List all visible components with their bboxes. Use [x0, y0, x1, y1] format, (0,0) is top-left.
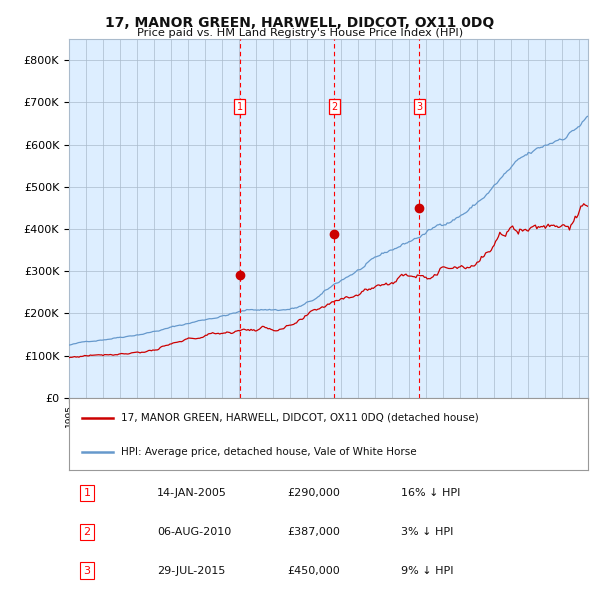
Text: £290,000: £290,000	[287, 488, 340, 498]
Text: 16% ↓ HPI: 16% ↓ HPI	[401, 488, 461, 498]
Text: 1: 1	[83, 488, 91, 498]
Text: 14-JAN-2005: 14-JAN-2005	[157, 488, 227, 498]
Text: 3: 3	[83, 566, 91, 576]
Text: 1: 1	[237, 101, 243, 112]
Text: Price paid vs. HM Land Registry's House Price Index (HPI): Price paid vs. HM Land Registry's House …	[137, 28, 463, 38]
Text: £387,000: £387,000	[287, 527, 340, 537]
Text: £450,000: £450,000	[287, 566, 340, 576]
Text: 29-JUL-2015: 29-JUL-2015	[157, 566, 226, 576]
Text: 2: 2	[331, 101, 337, 112]
Text: 06-AUG-2010: 06-AUG-2010	[157, 527, 232, 537]
Text: 3% ↓ HPI: 3% ↓ HPI	[401, 527, 454, 537]
Text: 17, MANOR GREEN, HARWELL, DIDCOT, OX11 0DQ (detached house): 17, MANOR GREEN, HARWELL, DIDCOT, OX11 0…	[121, 413, 479, 423]
Text: HPI: Average price, detached house, Vale of White Horse: HPI: Average price, detached house, Vale…	[121, 447, 416, 457]
Text: 2: 2	[83, 527, 91, 537]
Text: 17, MANOR GREEN, HARWELL, DIDCOT, OX11 0DQ: 17, MANOR GREEN, HARWELL, DIDCOT, OX11 0…	[106, 16, 494, 30]
Text: 9% ↓ HPI: 9% ↓ HPI	[401, 566, 454, 576]
Text: 3: 3	[416, 101, 422, 112]
